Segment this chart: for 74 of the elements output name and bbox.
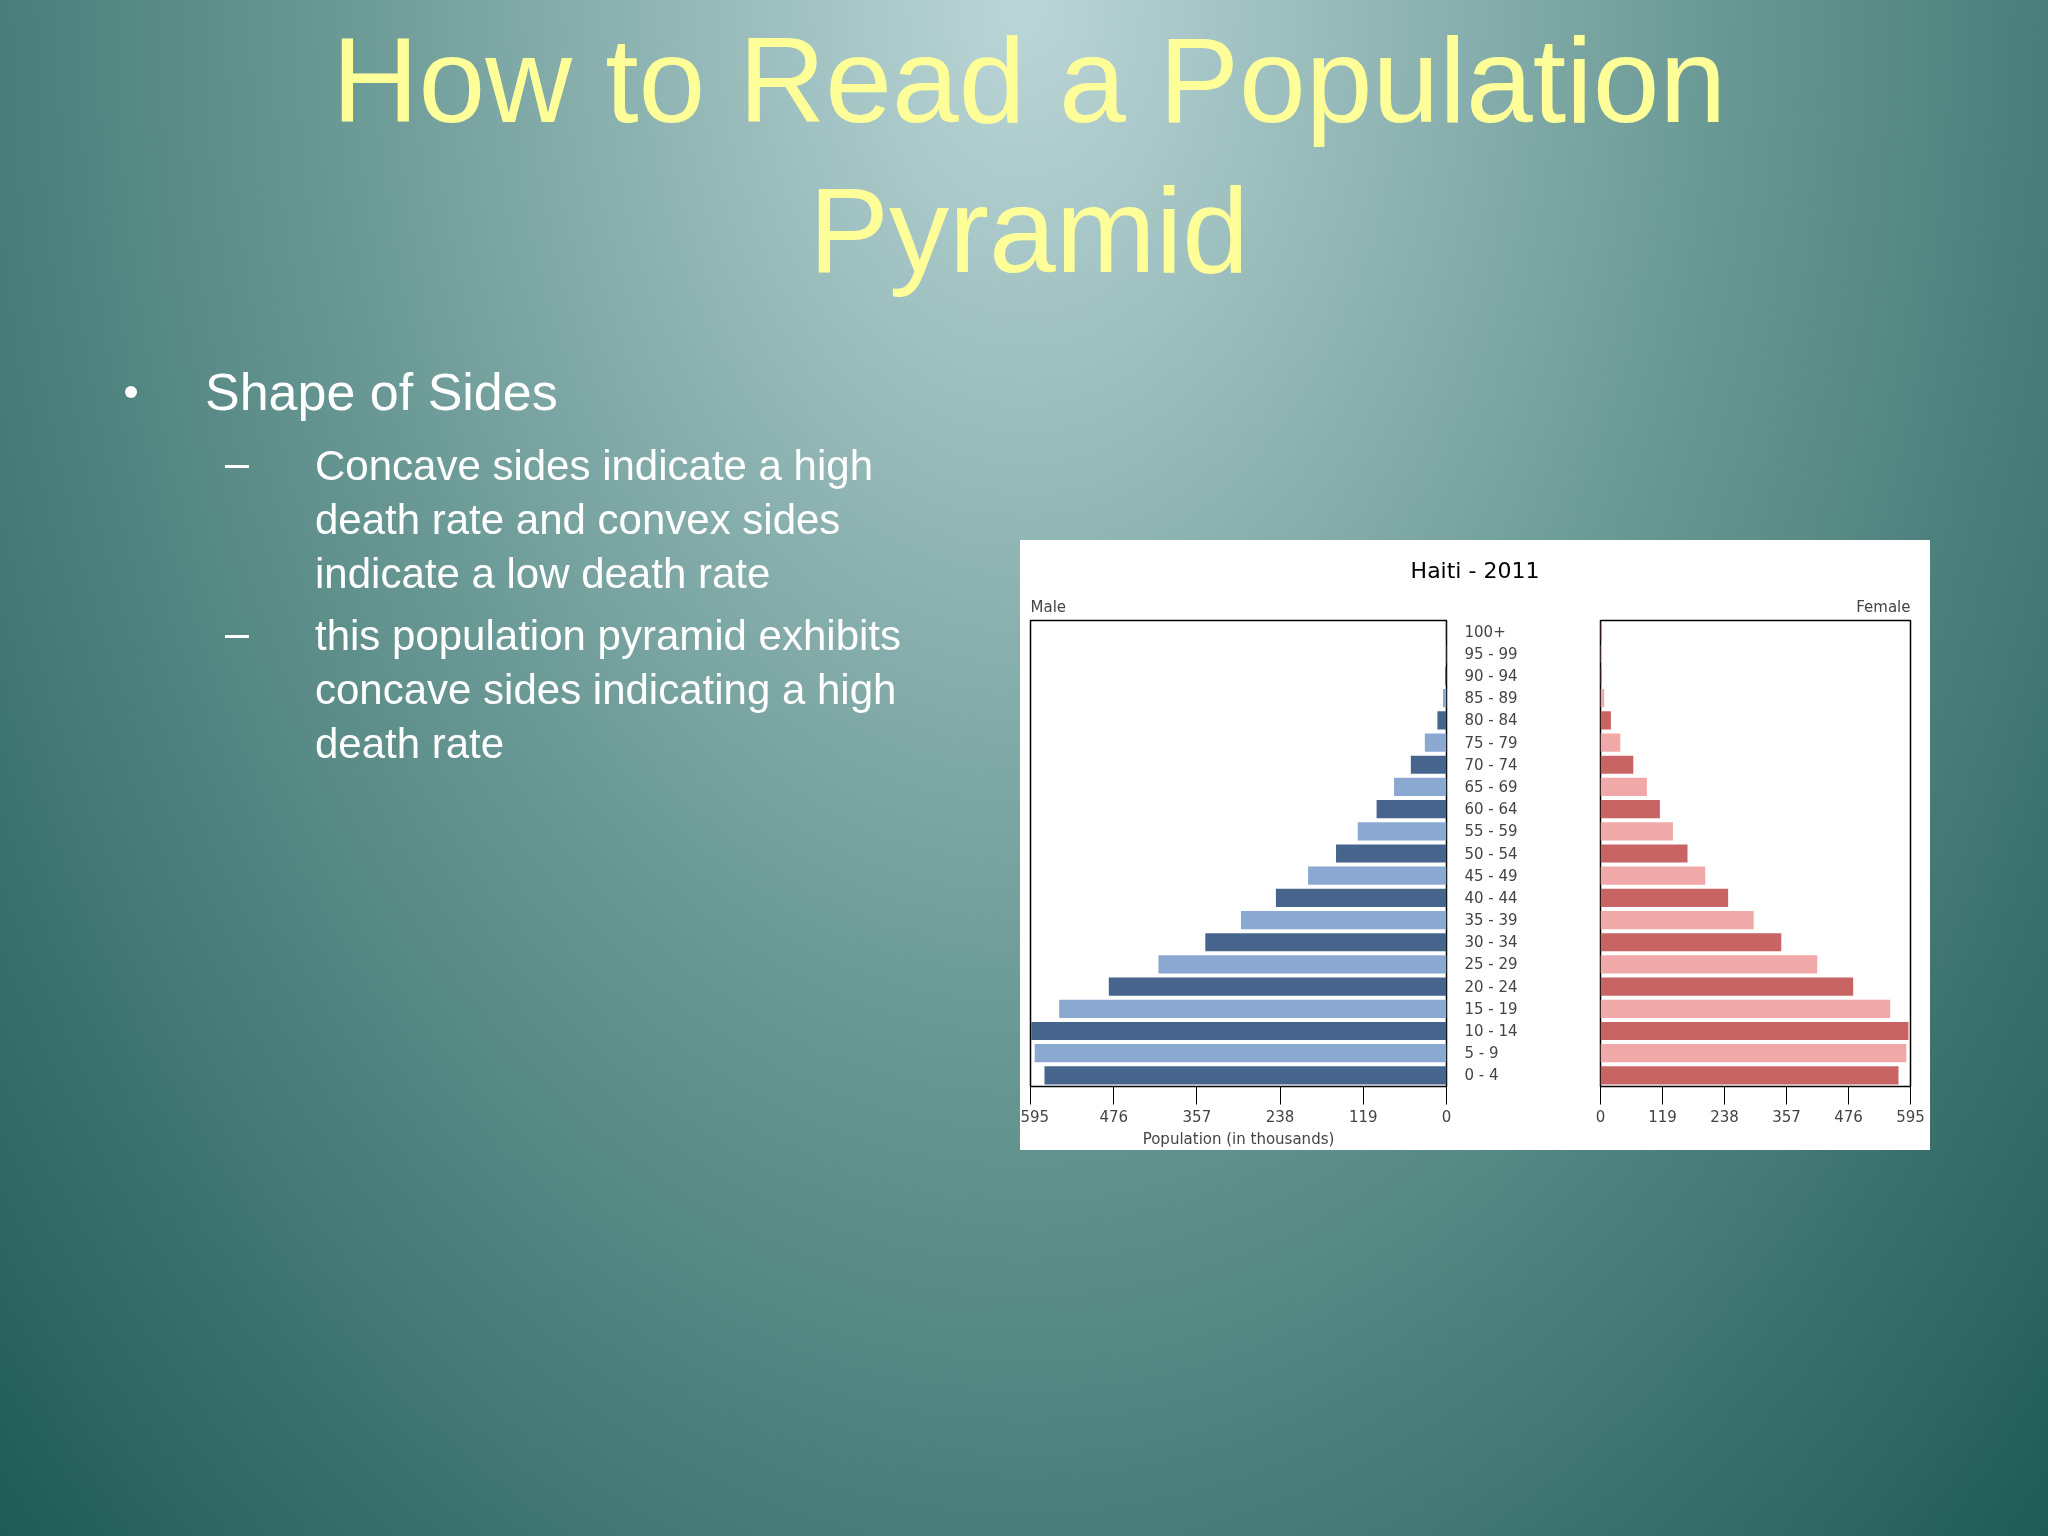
y-tick-label: 100+ [1464,622,1506,641]
bar [1600,910,1754,930]
x-tick-label: 595 [1896,1107,1925,1126]
bar [1205,933,1447,952]
bar [1308,866,1447,885]
bar [1437,711,1447,730]
x-tick-label: 119 [1648,1107,1677,1126]
bar [1600,822,1673,841]
bar [1600,755,1634,774]
y-tick-label: 90 - 94 [1464,666,1518,685]
y-tick-label: 50 - 54 [1464,844,1518,863]
bar [1031,1021,1447,1041]
y-tick-label: 80 - 84 [1464,711,1518,730]
bar [1600,733,1621,752]
y-tick-label: 15 - 19 [1464,999,1518,1018]
bar [1600,933,1782,952]
y-tick-label: 65 - 69 [1464,777,1518,796]
bar [1600,977,1854,996]
y-tick-label: 45 - 49 [1464,866,1518,885]
y-tick-label: 60 - 64 [1464,800,1518,819]
bar [1108,977,1447,996]
bar [1600,1021,1909,1041]
bar [1600,999,1891,1018]
bar [1158,955,1447,974]
bar [1336,844,1447,863]
bar [1424,733,1447,752]
bar [1600,844,1688,863]
y-tick-label: 95 - 99 [1464,644,1518,663]
y-tick-label: 10 - 14 [1464,1022,1518,1041]
bar [1034,1044,1447,1063]
chart-subtitle: Haiti - 2011 [1025,545,1925,587]
text: Female [1856,597,1911,616]
bar [1059,999,1447,1018]
bar [1600,866,1706,885]
bar [1410,755,1447,774]
x-axis-title: Population (in thousands) [1142,1129,1335,1148]
bar [1044,1066,1447,1085]
y-tick-label: 5 - 9 [1464,1044,1499,1063]
x-tick-label: 595 [1020,1107,1050,1126]
x-tick-label: 357 [1182,1107,1212,1126]
bar [1275,888,1447,907]
bar [1357,822,1447,841]
bar [1600,711,1611,730]
x-tick-label: 357 [1772,1107,1801,1126]
bar [1600,800,1660,819]
x-tick-label: 119 [1348,1107,1378,1126]
x-tick-label: 0 [1441,1107,1452,1126]
bar [1376,800,1447,819]
y-tick-label: 55 - 59 [1464,822,1518,841]
x-tick-label: 238 [1710,1107,1739,1126]
x-tick-label: 476 [1099,1107,1129,1126]
y-tick-label: 75 - 79 [1464,733,1518,752]
y-tick-label: 25 - 29 [1464,955,1518,974]
bar [1394,777,1447,797]
y-tick-label: 40 - 44 [1464,888,1518,907]
x-tick-label: 476 [1834,1107,1863,1126]
text: Male [1030,597,1067,616]
y-tick-label: 20 - 24 [1464,977,1518,996]
text: this population pyramid exhibits concave sides indicating a high death rate [315,611,902,770]
y-tick-label: 0 - 4 [1464,1066,1499,1085]
x-tick-label: 238 [1265,1107,1295,1126]
y-tick-label: 85 - 89 [1464,689,1518,708]
y-tick-label: 70 - 74 [1464,755,1518,774]
x-tick-label: 0 [1595,1107,1606,1126]
bar [1600,888,1729,907]
text: Shape of Sides [205,362,558,423]
bar [1600,955,1818,974]
bar [1600,777,1647,797]
chart-title: How to Read a Population Pyramid [330,12,1728,299]
y-tick-label: 30 - 34 [1464,933,1518,952]
bar [1600,1066,1899,1085]
y-tick-label: 35 - 39 [1464,911,1518,930]
bar [1240,910,1447,930]
bar [1600,1044,1907,1063]
